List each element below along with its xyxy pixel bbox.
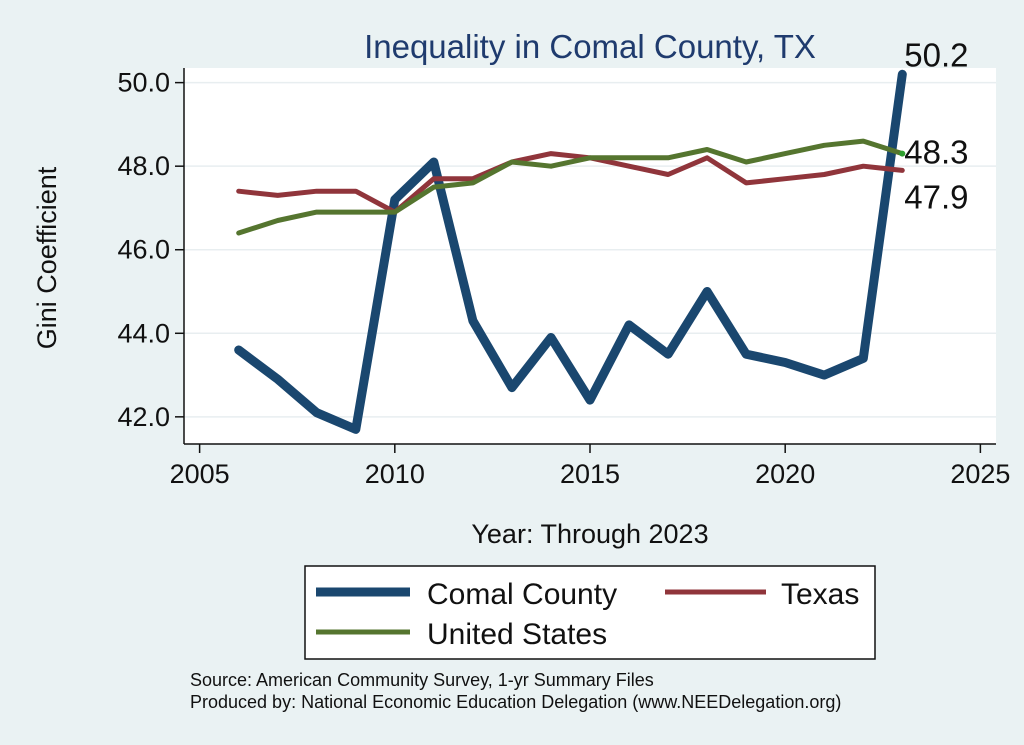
plot-area [184,68,996,444]
y-tick-label: 50.0 [117,68,170,98]
series-line-texas [236,151,905,215]
x-axis-label: Year: Through 2023 [471,519,708,549]
x-tick-label: 2010 [365,459,425,489]
axis-ticks: 42.0 44.0 46.0 48.0 50.0 2005 2010 2015 2020 2025 [117,68,1010,489]
series-line-comal-county [234,69,907,434]
y-tick-label: 48.0 [117,151,170,181]
end-labels: 50.2 47.9 48.3 [904,36,968,215]
chart-title: Inequality in Comal County, TX [364,28,816,65]
united-states-end-marker [899,150,906,157]
legend: Comal County Texas United States [304,565,876,660]
x-tick-label: 2015 [560,459,620,489]
producer-note: Produced by: National Economic Education… [190,692,841,712]
legend-label-united-states: United States [427,618,607,651]
series-lines [234,69,907,434]
legend-label-comal-county: Comal County [427,578,617,611]
y-axis-label: Gini Coefficient [32,166,62,349]
end-label-texas: 47.9 [904,178,968,215]
legend-box [304,565,876,660]
legend-label-texas: Texas [781,578,859,611]
y-tick-label: 42.0 [117,402,170,432]
x-tick-label: 2025 [950,459,1010,489]
y-tick-label: 44.0 [117,318,170,348]
series-line-united-states [236,138,905,236]
end-label-united-states: 48.3 [904,134,968,171]
x-tick-label: 2020 [755,459,815,489]
x-tick-label: 2005 [170,459,230,489]
y-tick-label: 46.0 [117,235,170,265]
end-label-comal-county: 50.2 [904,36,968,73]
source-note: Source: American Community Survey, 1-yr … [190,670,654,690]
